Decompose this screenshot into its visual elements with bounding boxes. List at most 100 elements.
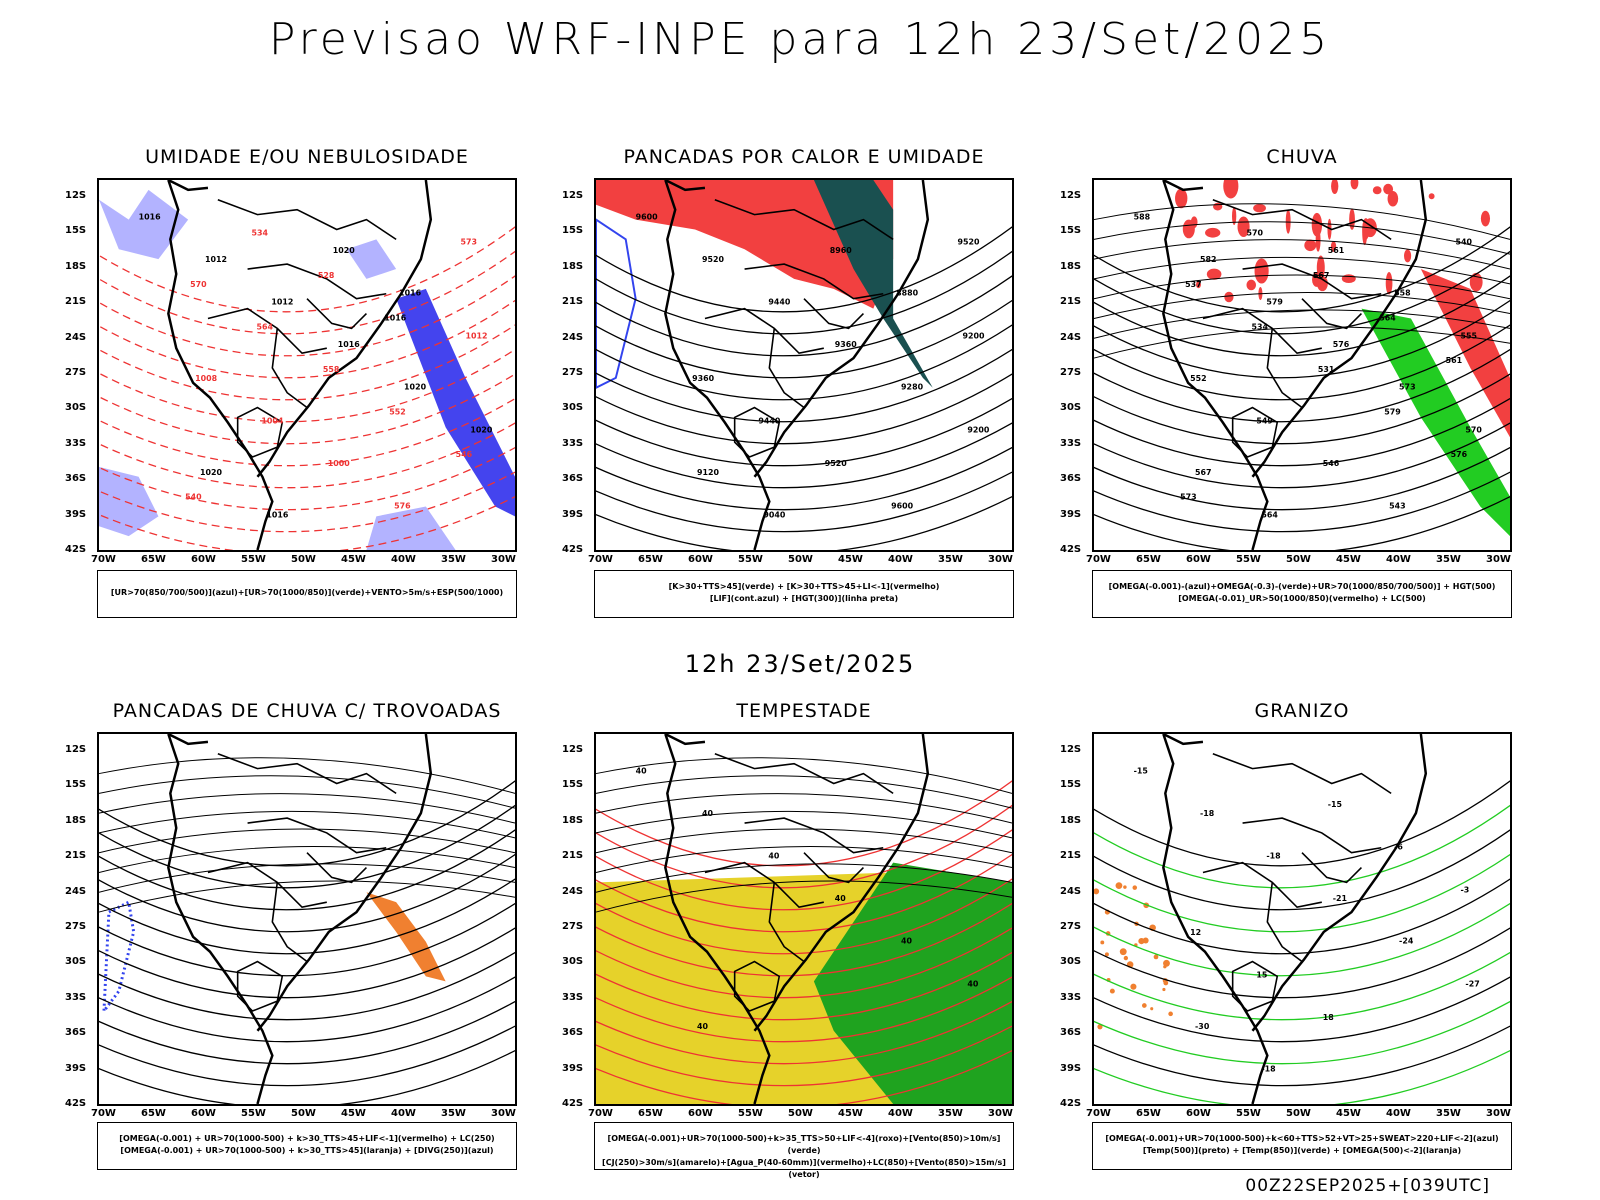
contour-label: 534 [252,228,269,237]
legend-text: [OMEGA(-0.001)-(azul)+OMEGA(-0.3)-(verde… [1108,582,1496,591]
contour-line [1094,853,1510,933]
latitude-label: 15S [65,225,87,237]
humidity-area [346,239,397,279]
contour-line [99,324,515,401]
humidity-area [99,189,189,260]
hail-cell [1138,937,1145,945]
rain-cell [1428,193,1435,200]
contour-label: 564 [256,322,273,331]
contour-line [596,804,1012,889]
longitude-label: 60W [191,554,216,565]
latitude-label: 39S [1060,1062,1082,1074]
country-borders [207,753,397,1012]
hail-cell [1123,955,1128,961]
contour-label: 40 [636,767,648,776]
latitude-label: 36S [562,1027,584,1039]
rain-cell [1362,219,1368,246]
longitude-label: 65W [1136,554,1161,565]
latitude-label: 30S [1060,956,1082,968]
contour-label: 1016 [384,313,407,322]
contour-label: 9520 [958,237,981,246]
contour-line [1094,976,1510,1043]
contour-label: 9440 [768,298,791,307]
rain-cell [1190,216,1198,229]
contour-label: 40 [697,1022,709,1031]
contour-line [1094,471,1510,533]
page-title: Previsao WRF-INPE para 12h 23/Set/2025 [268,14,1332,65]
latitude-label: 36S [1060,1027,1082,1039]
longitude-label: 60W [688,1108,713,1119]
longitude-label: 40W [1386,554,1411,565]
streamline [99,845,515,873]
hail-cell [1141,1003,1147,1008]
longitude-label: 65W [638,1108,663,1119]
hail-cell [1132,885,1138,890]
contour-label: 1012 [205,255,227,264]
latitude-label: 12S [562,744,584,755]
latitude-label: 42S [562,544,584,555]
hail-cell [1100,940,1105,945]
latitude-label: 33S [65,991,87,1003]
contour-line [99,804,515,889]
contour-label: 1004 [261,416,284,425]
panel-title: PANCADAS DE CHUVA C/ TROVOADAS [112,700,502,722]
hail-cell [1153,954,1159,960]
contour-label: 558 [1394,289,1411,298]
legend-text: [UR>70(850/700/500)](azul)+[UR>70(1000/8… [110,588,504,597]
latitude-label: 39S [1060,508,1082,520]
rain-cell [1205,227,1221,238]
longitude-label: 70W [588,1108,613,1119]
latitude-label: 12S [65,744,87,755]
latitude-label: 39S [65,1062,87,1074]
latitude-label: 24S [1060,331,1082,343]
contour-line [596,471,1012,533]
rain-cell [1316,275,1328,292]
contour-label: 40 [901,937,913,946]
hail-cell [1163,980,1169,986]
divergence-area [102,899,136,1016]
map-svg: -15 -18 -18 -21 -24 -27 -30 -18 -15 -6 -3 12 15 18 [1094,734,1510,1104]
legend-text: [CJ(250)>30m/s](amarelo)+[Agua_P(40-60mm… [602,1158,1006,1179]
latitude-label: 36S [562,473,584,485]
rain-cell [1231,207,1237,226]
contour-line [596,1000,1012,1065]
longitude-label: 40W [888,554,913,565]
contour-label: 528 [318,271,335,280]
rain-cell [1304,239,1317,252]
contour-label: 40 [835,894,847,903]
contour-line [99,422,515,489]
contour-line [1094,902,1510,977]
wind-area [813,862,1012,1104]
coastline [753,180,930,478]
longitude-label: 45W [341,554,366,565]
latitude-label: 21S [65,850,87,862]
longitude-label: 55W [241,1108,266,1119]
contour-label: 588 [1134,213,1151,222]
streamline [1094,203,1510,240]
contour-label: 8880 [896,289,919,298]
contour-line [1094,250,1510,335]
contour-line [99,853,515,933]
contour-line [99,495,515,550]
latitude-label: 15S [562,779,584,791]
contour-line [1094,397,1510,467]
longitude-label: 45W [838,554,863,565]
latitude-label: 42S [65,1098,87,1109]
longitude-label: 50W [788,1108,813,1119]
longitude-label: 35W [1436,1108,1461,1119]
rain-cell [1316,255,1325,280]
contour-line [1094,951,1510,1021]
contour-label: 1020 [333,246,356,255]
longitude-label: 35W [938,1108,963,1119]
rain-cell [1387,190,1399,207]
contour-label: -30 [1195,1022,1210,1031]
contour-line [99,275,515,357]
contour-label: 1020 [404,383,427,392]
longitude-label: 35W [441,1108,466,1119]
contour-label: 552 [1190,374,1207,383]
contour-label: 546 [456,450,473,459]
coastline [1251,180,1428,478]
contour-line [1094,829,1510,911]
legend-box: [OMEGA(-0.001)+UR>70(1000-500)+k<60+TTS>… [1092,1122,1512,1170]
panel-title: GRANIZO [1254,700,1350,722]
